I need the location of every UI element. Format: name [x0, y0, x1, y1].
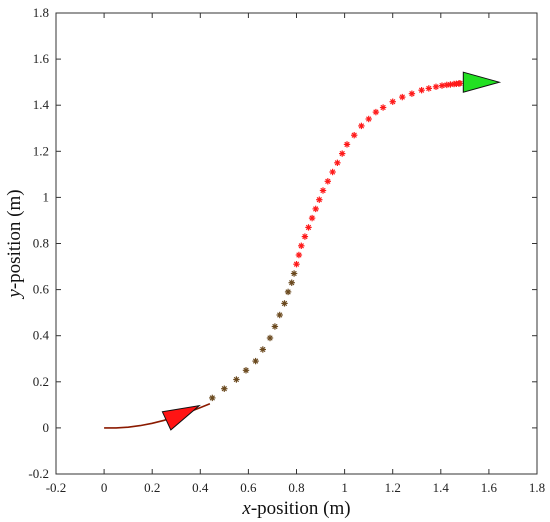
asterisk-point	[351, 131, 358, 139]
y-tick-label: 0.2	[33, 374, 49, 389]
x-tick-label: 1	[341, 480, 348, 495]
y-tick-label: 1.8	[33, 5, 49, 20]
x-tick-label: -0.2	[46, 480, 67, 495]
asterisk-point	[312, 205, 319, 213]
asterisk-point	[379, 104, 387, 111]
y-tick-label: 0.6	[33, 282, 50, 297]
plot-frame	[55, 12, 538, 475]
asterisk-point	[418, 86, 425, 94]
data-layer	[104, 80, 464, 429]
asterisk-point	[365, 115, 372, 123]
asterisk-point	[252, 357, 259, 365]
tick-label-layer: -0.2 0 0.2 0.4 0.6 0.8 1 1.2 1.4 1.6 1.8 -0.2 0 0.2 0.…	[28, 5, 545, 495]
asterisk-point	[316, 196, 323, 203]
x-tick-label: 0.2	[144, 480, 160, 495]
asterisk-point	[281, 300, 288, 307]
asterisk-point	[408, 90, 416, 97]
y-tick-label: 0	[43, 420, 50, 435]
heading-arrow-marker	[462, 71, 502, 93]
asterisk-point	[271, 323, 279, 330]
asterisk-point	[305, 224, 312, 231]
asterisk-point	[432, 83, 440, 91]
y-tick-label: 0.8	[33, 236, 49, 251]
x-tick-label: 1.8	[529, 480, 545, 495]
y-tick-label: -0.2	[28, 466, 49, 481]
y-tick-label: 1	[43, 189, 50, 204]
x-tick-label: 0	[101, 480, 108, 495]
asterisk-point	[334, 159, 341, 167]
y-tick-label: 1.2	[33, 143, 49, 158]
x-axis-label: x-position (m)	[241, 498, 350, 519]
asterisk-point	[209, 394, 216, 402]
asterisk-point	[301, 233, 309, 240]
x-tick-label: 0.8	[288, 480, 304, 495]
asterisk-point	[221, 385, 228, 392]
asterisk-point	[284, 288, 292, 296]
x-tick-label: 0.4	[192, 480, 209, 495]
x-tick-label: 0.6	[240, 480, 257, 495]
asterisk-point	[319, 187, 327, 194]
asterisk-point	[456, 80, 464, 87]
asterisk-point	[276, 311, 283, 319]
arrow-layer	[161, 71, 502, 431]
asterisk-point	[295, 251, 303, 259]
asterisk-point	[259, 346, 266, 353]
asterisk-point	[399, 93, 406, 101]
x-tick-label: 1.6	[481, 480, 498, 495]
asterisk-point	[298, 242, 305, 250]
y-tick-label: 0.4	[33, 328, 50, 343]
asterisk-point	[343, 141, 351, 148]
asterisk-point	[290, 270, 298, 277]
y-tick-label: 1.6	[33, 51, 50, 66]
asterisk-point	[233, 376, 240, 383]
asterisk-point	[389, 98, 396, 105]
asterisk-point	[242, 367, 250, 374]
asterisk-point	[358, 122, 365, 130]
asterisk-point	[288, 279, 295, 286]
asterisk-point	[324, 178, 331, 185]
y-axis-label: y-position (m)	[4, 189, 25, 299]
asterisk-point	[438, 82, 446, 89]
heading-arrow-marker	[161, 404, 201, 431]
asterisk-point	[266, 334, 274, 342]
y-tick-label: 1.4	[33, 97, 50, 112]
asterisk-point	[339, 150, 346, 157]
asterisk-point	[308, 214, 316, 222]
x-tick-label: 1.2	[385, 480, 401, 495]
x-tick-label: 1.4	[433, 480, 450, 495]
asterisk-point	[293, 261, 300, 268]
asterisk-point	[372, 108, 380, 116]
asterisk-point	[329, 168, 336, 176]
asterisk-point	[425, 85, 432, 92]
